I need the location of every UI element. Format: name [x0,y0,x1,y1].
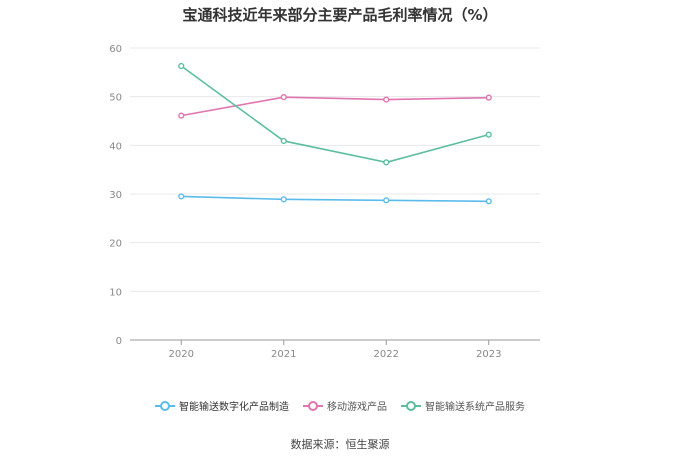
x-tick-label: 2021 [271,349,296,360]
x-tick-label: 2020 [169,349,194,360]
legend-swatch [401,400,421,412]
x-tick-label: 2022 [374,349,399,360]
legend-swatch [155,400,175,412]
data-point [178,112,185,119]
data-point [383,197,390,204]
legend-label: 智能输送数字化产品制造 [179,402,289,413]
data-point [383,96,390,103]
y-tick-label: 10 [109,287,122,298]
y-tick-label: 40 [109,141,122,152]
data-point [280,137,287,145]
legend-label: 移动游戏产品 [327,402,387,413]
series-line-1 [181,96,489,117]
data-point [485,198,492,205]
y-tick-label: 50 [109,93,122,104]
data-point [383,159,390,166]
axes: 0 10 20 30 40 50 60 2020 2021 2022 2023 [109,44,540,360]
series-line-2 [180,65,489,164]
legend-label: 智能输送系统产品服务 [425,402,525,413]
y-tick-label: 30 [109,190,122,201]
legend: 智能输送数字化产品制造 移动游戏产品 智能输送系统产品服务 [0,398,680,413]
gridlines [130,47,540,292]
data-point [485,131,492,138]
y-tick-label: 0 [116,336,122,347]
chart-title: 宝通科技近年来部分主要产品毛利率情况（%） [182,6,498,24]
data-point [485,94,492,101]
y-tick-label: 60 [109,44,122,55]
data-source-note: 数据来源：恒生聚源 [290,438,390,451]
data-point [280,94,287,101]
legend-swatch [303,400,323,412]
series-lines [178,62,492,205]
legend-item-1[interactable]: 移动游戏产品 [303,398,387,413]
data-point [178,193,185,200]
series-line-0 [181,195,489,203]
y-tick-label: 20 [109,239,122,250]
legend-item-2[interactable]: 智能输送系统产品服务 [401,398,525,413]
x-tick-label: 2023 [476,349,501,360]
legend-item-0[interactable]: 智能输送数字化产品制造 [155,398,289,413]
data-point [178,62,185,70]
data-point [280,196,287,203]
